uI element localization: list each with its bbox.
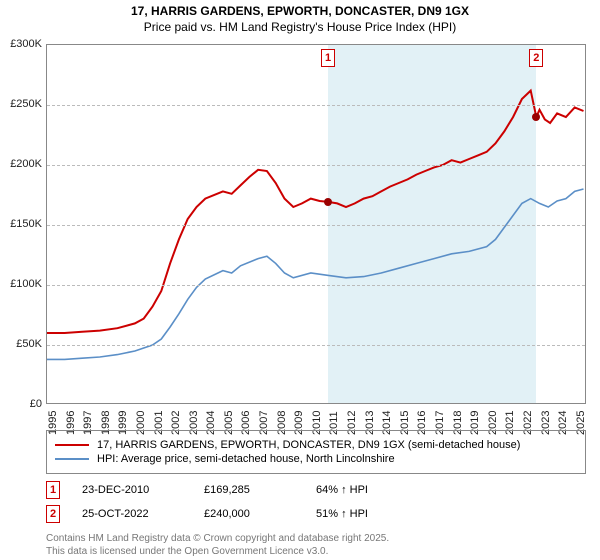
series-hpi <box>47 189 584 359</box>
sale-price-2: £240,000 <box>204 508 294 520</box>
series-property <box>47 91 584 333</box>
gridline-h <box>47 345 585 346</box>
legend-swatch-hpi <box>55 458 89 460</box>
chart-title-line1: 17, HARRIS GARDENS, EPWORTH, DONCASTER, … <box>0 0 600 20</box>
sale-delta-1: 64% ↑ HPI <box>316 484 368 496</box>
chart-title-line2: Price paid vs. HM Land Registry's House … <box>0 20 600 34</box>
footer-attribution: Contains HM Land Registry data © Crown c… <box>46 532 389 558</box>
sale-marker-1: 1 <box>46 481 60 499</box>
sale-marker-flag-1: 1 <box>321 49 335 67</box>
legend-label-hpi: HPI: Average price, semi-detached house,… <box>97 453 395 465</box>
legend-item-property: 17, HARRIS GARDENS, EPWORTH, DONCASTER, … <box>55 439 577 451</box>
gridline-h <box>47 165 585 166</box>
footer-line2: This data is licensed under the Open Gov… <box>46 545 389 558</box>
y-tick-label: £0 <box>0 398 42 410</box>
sales-table: 1 23-DEC-2010 £169,285 64% ↑ HPI 2 25-OC… <box>46 478 586 526</box>
sale-marker-flag-2: 2 <box>529 49 543 67</box>
sale-point-1 <box>324 198 332 206</box>
sale-date-2: 25-OCT-2022 <box>82 508 182 520</box>
sale-row-1: 1 23-DEC-2010 £169,285 64% ↑ HPI <box>46 478 586 502</box>
sale-row-2: 2 25-OCT-2022 £240,000 51% ↑ HPI <box>46 502 586 526</box>
y-tick-label: £100K <box>0 278 42 290</box>
gridline-h <box>47 225 585 226</box>
sale-price-1: £169,285 <box>204 484 294 496</box>
y-tick-label: £300K <box>0 38 42 50</box>
sale-point-2 <box>532 113 540 121</box>
sale-marker-2: 2 <box>46 505 60 523</box>
legend-label-property: 17, HARRIS GARDENS, EPWORTH, DONCASTER, … <box>97 439 520 451</box>
gridline-h <box>47 285 585 286</box>
footer-line1: Contains HM Land Registry data © Crown c… <box>46 532 389 545</box>
y-tick-label: £50K <box>0 338 42 350</box>
gridline-h <box>47 105 585 106</box>
y-tick-label: £150K <box>0 218 42 230</box>
y-tick-label: £250K <box>0 98 42 110</box>
chart-container: 17, HARRIS GARDENS, EPWORTH, DONCASTER, … <box>0 0 600 560</box>
y-tick-label: £200K <box>0 158 42 170</box>
legend-box: 17, HARRIS GARDENS, EPWORTH, DONCASTER, … <box>46 430 586 474</box>
sale-date-1: 23-DEC-2010 <box>82 484 182 496</box>
legend-swatch-property <box>55 444 89 446</box>
sale-delta-2: 51% ↑ HPI <box>316 508 368 520</box>
plot-area: 1995199619971998199920002001200220032004… <box>46 44 586 404</box>
legend-item-hpi: HPI: Average price, semi-detached house,… <box>55 453 577 465</box>
